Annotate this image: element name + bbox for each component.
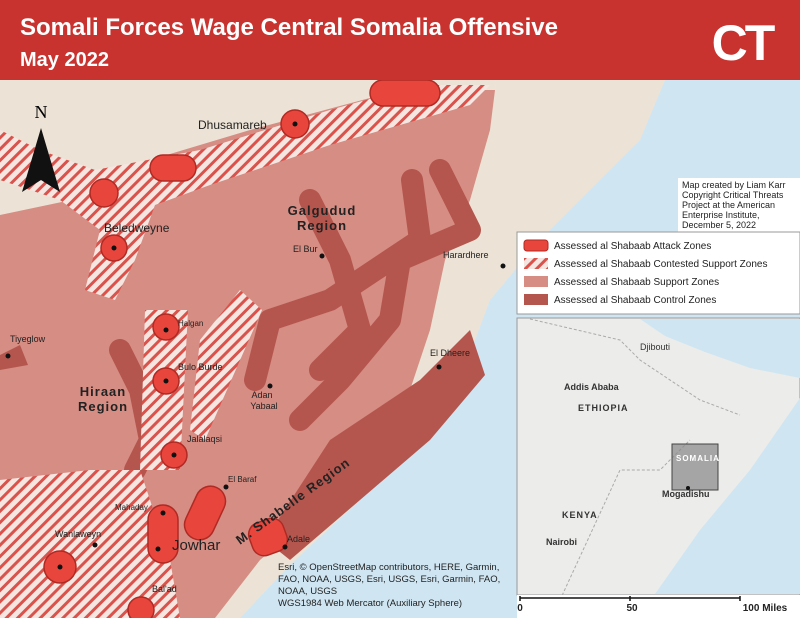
svg-text:Project at the American: Project at the American — [682, 200, 775, 210]
contested-zone — [0, 470, 180, 618]
place-label: El Bur — [293, 244, 318, 254]
inset-map: Djibouti Addis Ababa ETHIOPIA SOMALIA Mo… — [516, 317, 800, 601]
svg-text:Djibouti: Djibouti — [640, 342, 670, 352]
place-label: Bulo Burde — [178, 362, 223, 372]
place-label: Beledweyne — [104, 221, 170, 235]
svg-text:Map created by Liam Karr: Map created by Liam Karr — [682, 180, 786, 190]
svg-text:NOAA, USGS: NOAA, USGS — [278, 586, 337, 597]
svg-text:FAO, NOAA, USGS, Esri, USGS, E: FAO, NOAA, USGS, Esri, USGS, Esri, Garmi… — [278, 574, 500, 585]
legend-swatch — [524, 294, 548, 305]
legend-label: Assessed al Shabaab Attack Zones — [554, 241, 711, 252]
svg-text:Nairobi: Nairobi — [546, 537, 577, 547]
scale-bar — [517, 595, 800, 618]
north-arrow: N — [22, 102, 60, 192]
place-label: Wanlaweyn — [55, 529, 101, 539]
place-label: Dhusamareb — [198, 118, 267, 132]
place-label: El Dheere — [430, 348, 470, 358]
town-dots — [5, 121, 506, 570]
svg-text:Mogadishu: Mogadishu — [662, 489, 710, 499]
control-zone — [0, 345, 28, 370]
place-label: Bal'ad — [152, 584, 177, 594]
north-label: N — [35, 102, 48, 122]
region-label: Hiraan Region — [78, 384, 128, 414]
place-label: Jalalaqsi — [187, 434, 222, 444]
place-label: Mahaday — [115, 503, 148, 512]
place-label: Adale — [287, 534, 310, 544]
place-label: Halgan — [178, 319, 203, 328]
legend-swatch — [523, 239, 549, 252]
title: Somali Forces Wage Central Somalia Offen… — [20, 14, 558, 41]
svg-text:December 5, 2022: December 5, 2022 — [682, 220, 756, 230]
svg-text:SOMALIA: SOMALIA — [676, 454, 720, 463]
legend-swatch — [524, 276, 548, 287]
place-label: Harardhere — [443, 250, 489, 260]
logo: CT — [712, 15, 775, 71]
contested-zone — [190, 290, 262, 440]
svg-text:Enterprise Institute,: Enterprise Institute, — [682, 210, 760, 220]
scale-label: 50 — [626, 603, 638, 614]
place-label: Tiyeglow — [10, 334, 46, 344]
svg-text:Copyright Critical Threats: Copyright Critical Threats — [682, 190, 784, 200]
credit-box — [678, 178, 800, 232]
svg-text:Esri, © OpenStreetMap contribu: Esri, © OpenStreetMap contributors, HERE… — [278, 562, 499, 573]
legend-label: Assessed al Shabaab Support Zones — [554, 277, 719, 288]
attribution: Esri, © OpenStreetMap contributors, HERE… — [278, 562, 500, 609]
credit: Map created by Liam Karr Copyright Criti… — [682, 180, 786, 230]
control-zone — [265, 330, 485, 560]
svg-text:ETHIOPIA: ETHIOPIA — [578, 403, 629, 413]
legend-label: Assessed al Shabaab Control Zones — [554, 295, 716, 306]
legend-swatch — [524, 258, 548, 269]
place-label: Jowhar — [172, 537, 220, 554]
region-label: Galgudud Region — [288, 203, 357, 233]
subtitle: May 2022 — [20, 49, 109, 71]
legend — [516, 231, 800, 315]
place-label: Adan Yabaal — [250, 390, 277, 411]
header — [0, 0, 800, 80]
scale-label: 100 Miles — [743, 603, 788, 614]
scale-label: 0 — [517, 603, 523, 614]
scale-bar-lines — [519, 596, 741, 601]
place-label: El Baraf — [228, 475, 257, 484]
svg-text:KENYA: KENYA — [562, 510, 598, 520]
legend-label: Assessed al Shabaab Contested Support Zo… — [554, 259, 767, 270]
svg-text:Addis Ababa: Addis Ababa — [564, 382, 620, 392]
svg-text:WGS1984 Web Mercator (Auxiliar: WGS1984 Web Mercator (Auxiliary Sphere) — [278, 598, 462, 609]
